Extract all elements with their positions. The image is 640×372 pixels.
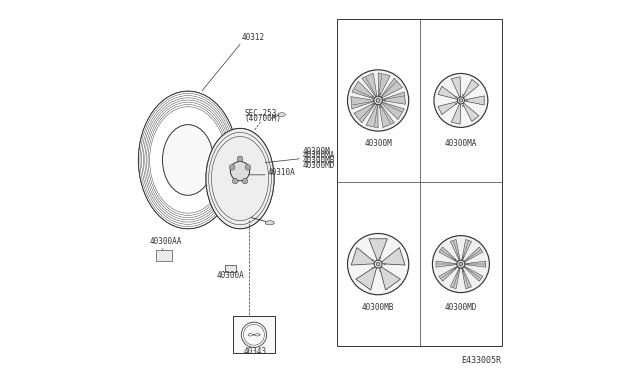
Polygon shape (439, 266, 458, 281)
Polygon shape (352, 81, 375, 99)
Circle shape (348, 234, 409, 295)
Polygon shape (451, 268, 460, 289)
Circle shape (380, 257, 381, 259)
Polygon shape (381, 78, 403, 98)
Polygon shape (351, 97, 374, 109)
Text: 40300MB: 40300MB (302, 156, 335, 165)
Ellipse shape (266, 221, 275, 225)
Ellipse shape (230, 161, 250, 181)
Circle shape (458, 97, 465, 104)
Polygon shape (451, 77, 461, 97)
Circle shape (374, 260, 382, 268)
Polygon shape (354, 103, 376, 123)
Circle shape (463, 257, 464, 258)
Polygon shape (451, 104, 461, 124)
Polygon shape (465, 96, 484, 105)
Ellipse shape (163, 125, 213, 195)
Text: SEC.253: SEC.253 (245, 109, 277, 118)
Circle shape (372, 267, 373, 269)
Polygon shape (438, 86, 458, 99)
Circle shape (434, 74, 488, 127)
Text: (40700M): (40700M) (245, 114, 282, 123)
Text: 40312: 40312 (242, 33, 265, 42)
Text: 40300M: 40300M (302, 147, 330, 155)
Polygon shape (378, 73, 390, 96)
Polygon shape (382, 92, 405, 104)
Bar (156, 250, 172, 261)
Circle shape (372, 259, 373, 261)
Circle shape (380, 106, 381, 108)
Text: 40310A: 40310A (268, 168, 296, 177)
Polygon shape (439, 247, 458, 262)
Circle shape (460, 99, 463, 102)
Polygon shape (381, 102, 404, 119)
Circle shape (376, 262, 380, 266)
Circle shape (348, 70, 409, 131)
Polygon shape (464, 247, 483, 262)
Circle shape (229, 164, 235, 170)
Polygon shape (461, 240, 472, 260)
Text: 40300A: 40300A (216, 271, 244, 280)
Circle shape (456, 103, 457, 105)
Circle shape (456, 96, 457, 97)
Circle shape (384, 263, 386, 265)
Ellipse shape (206, 128, 274, 229)
Circle shape (462, 106, 463, 107)
Circle shape (380, 93, 381, 94)
Circle shape (457, 260, 465, 268)
Polygon shape (380, 104, 394, 128)
Polygon shape (465, 261, 486, 267)
Text: E433005R: E433005R (461, 356, 500, 365)
Circle shape (376, 99, 380, 102)
Polygon shape (464, 266, 483, 281)
Text: 40300MA: 40300MA (302, 151, 335, 160)
Polygon shape (362, 73, 377, 97)
Bar (225, 265, 236, 272)
Text: 40300AA: 40300AA (150, 237, 182, 246)
Circle shape (242, 178, 248, 184)
Polygon shape (451, 240, 460, 260)
Polygon shape (356, 267, 376, 290)
Text: 40300MD: 40300MD (302, 161, 335, 170)
Polygon shape (463, 79, 479, 98)
Circle shape (232, 178, 238, 184)
Circle shape (237, 156, 243, 161)
Polygon shape (436, 261, 457, 267)
Circle shape (380, 270, 381, 271)
Polygon shape (366, 105, 378, 128)
Circle shape (454, 259, 456, 260)
Text: 40343: 40343 (244, 347, 267, 356)
Polygon shape (438, 102, 458, 115)
Polygon shape (369, 239, 387, 260)
Circle shape (462, 94, 463, 95)
Circle shape (459, 262, 463, 266)
Circle shape (374, 96, 383, 105)
Polygon shape (463, 103, 479, 122)
Circle shape (467, 263, 468, 265)
Bar (337, 19, 502, 346)
Circle shape (433, 235, 490, 293)
Text: 40300MA: 40300MA (445, 139, 477, 148)
Polygon shape (461, 268, 472, 289)
Polygon shape (380, 267, 401, 290)
Circle shape (372, 104, 373, 105)
Polygon shape (381, 247, 405, 265)
Circle shape (245, 164, 251, 170)
Text: 40300MB: 40300MB (362, 303, 394, 312)
Circle shape (372, 96, 373, 97)
Circle shape (454, 268, 456, 269)
Circle shape (384, 100, 386, 101)
Polygon shape (351, 247, 374, 265)
Bar (232, 316, 275, 353)
Ellipse shape (278, 113, 285, 116)
Text: 40300MD: 40300MD (445, 303, 477, 312)
Circle shape (463, 270, 464, 272)
Text: 40300M: 40300M (364, 139, 392, 148)
